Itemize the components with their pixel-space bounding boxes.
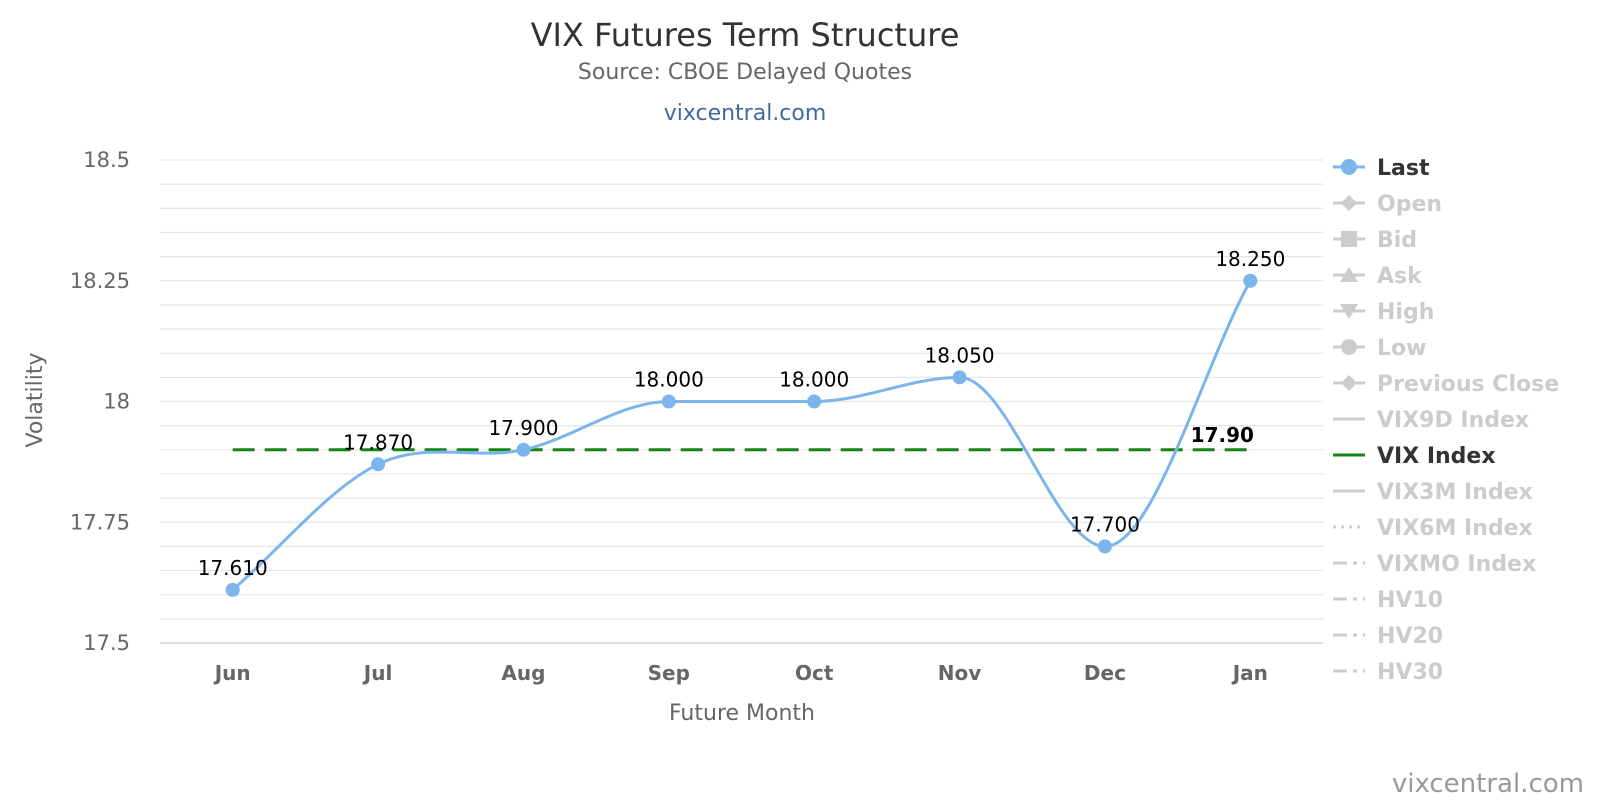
legend-label: Open bbox=[1377, 192, 1442, 217]
last-data-label: 18.250 bbox=[1215, 247, 1285, 271]
y-axis-ticks: 17.5 17.75 18 18.25 18.5 bbox=[70, 148, 130, 655]
legend-diamond-marker bbox=[1341, 195, 1357, 211]
plot-series bbox=[225, 273, 1258, 597]
last-point-dec[interactable] bbox=[1097, 539, 1112, 554]
x-tick-label: Aug bbox=[501, 661, 545, 685]
last-point-oct[interactable] bbox=[807, 394, 822, 409]
legend-label: VIX3M Index bbox=[1377, 480, 1533, 505]
legend: Last Open Bid Ask High Low Previous Close VIX9D… bbox=[1333, 156, 1559, 685]
legend-label: VIXMO Index bbox=[1377, 552, 1536, 577]
legend-label: HV30 bbox=[1377, 660, 1443, 685]
legend-label: HV10 bbox=[1377, 588, 1443, 613]
x-tick-label: Oct bbox=[795, 661, 834, 685]
vix-data-label: 17.90 bbox=[1191, 423, 1254, 447]
x-tick-label: Dec bbox=[1084, 661, 1126, 685]
x-axis: Jun Jul Aug Sep Oct Nov Dec Jan bbox=[160, 642, 1323, 685]
chart-credit[interactable]: vixcentral.com bbox=[1392, 769, 1584, 799]
legend-item-last[interactable]: Last bbox=[1333, 156, 1430, 181]
last-point-nov[interactable] bbox=[952, 370, 967, 385]
legend-item-hv10[interactable]: HV10 bbox=[1333, 588, 1443, 613]
x-tick-label: Nov bbox=[938, 661, 982, 685]
legend-square-marker bbox=[1341, 231, 1357, 247]
last-point-jul[interactable] bbox=[371, 457, 386, 472]
legend-item-vix6m-index[interactable]: VIX6M Index bbox=[1333, 516, 1533, 541]
site-link[interactable]: vixcentral.com bbox=[664, 101, 827, 126]
last-point-aug[interactable] bbox=[516, 442, 531, 457]
legend-item-bid[interactable]: Bid bbox=[1333, 228, 1417, 253]
legend-circle-marker bbox=[1341, 339, 1357, 355]
last-data-label: 17.900 bbox=[488, 416, 558, 440]
legend-label: HV20 bbox=[1377, 624, 1443, 649]
y-tick-label: 17.75 bbox=[70, 510, 130, 534]
y-axis-title: Volatility bbox=[23, 352, 48, 447]
legend-item-vix3m-index[interactable]: VIX3M Index bbox=[1333, 480, 1533, 505]
y-tick-label: 18.25 bbox=[70, 269, 130, 293]
x-tick-label: Sep bbox=[648, 661, 690, 685]
legend-label: VIX6M Index bbox=[1377, 516, 1533, 541]
last-point-jan[interactable] bbox=[1243, 273, 1258, 288]
legend-label: Last bbox=[1377, 156, 1430, 181]
chart-title: VIX Futures Term Structure bbox=[531, 16, 960, 54]
y-tick-label: 18 bbox=[103, 390, 130, 414]
legend-label: Low bbox=[1377, 336, 1426, 361]
legend-item-vix-index[interactable]: VIX Index bbox=[1333, 444, 1496, 469]
data-labels: 17.610 17.870 17.900 18.000 18.000 18.050 17.7… bbox=[198, 247, 1286, 580]
legend-item-high[interactable]: High bbox=[1333, 300, 1434, 325]
legend-item-vix9d-index[interactable]: VIX9D Index bbox=[1333, 408, 1529, 433]
chart-subtitle: Source: CBOE Delayed Quotes bbox=[578, 60, 912, 85]
legend-circle-marker bbox=[1341, 159, 1357, 175]
legend-item-open[interactable]: Open bbox=[1333, 192, 1442, 217]
x-tick-label: Jan bbox=[1231, 661, 1268, 685]
legend-item-hv20[interactable]: HV20 bbox=[1333, 624, 1443, 649]
legend-triangle-down-marker bbox=[1340, 304, 1358, 319]
legend-item-vixmo-index[interactable]: VIXMO Index bbox=[1333, 552, 1536, 577]
legend-triangle-marker bbox=[1340, 267, 1358, 282]
last-data-label: 18.050 bbox=[925, 343, 995, 367]
legend-item-ask[interactable]: Ask bbox=[1333, 264, 1423, 289]
y-tick-label: 17.5 bbox=[83, 631, 130, 655]
y-tick-label: 18.5 bbox=[83, 148, 130, 172]
legend-item-hv30[interactable]: HV30 bbox=[1333, 660, 1443, 685]
x-tick-label: Jun bbox=[213, 661, 251, 685]
last-data-label: 18.000 bbox=[634, 368, 704, 392]
legend-item-previous-close[interactable]: Previous Close bbox=[1333, 372, 1559, 397]
last-data-label: 18.000 bbox=[779, 368, 849, 392]
legend-label: VIX Index bbox=[1377, 444, 1496, 469]
legend-diamond-marker bbox=[1341, 375, 1357, 391]
last-data-label: 17.610 bbox=[198, 556, 268, 580]
legend-item-low[interactable]: Low bbox=[1333, 336, 1426, 361]
legend-label: Bid bbox=[1377, 228, 1417, 253]
legend-label: Previous Close bbox=[1377, 372, 1559, 397]
legend-label: High bbox=[1377, 300, 1434, 325]
gridlines bbox=[160, 159, 1323, 644]
legend-label: VIX9D Index bbox=[1377, 408, 1529, 433]
x-axis-title: Future Month bbox=[669, 701, 815, 726]
last-point-sep[interactable] bbox=[661, 394, 676, 409]
last-point-jun[interactable] bbox=[225, 582, 240, 597]
last-data-label: 17.700 bbox=[1070, 512, 1140, 536]
last-data-label: 17.870 bbox=[343, 430, 413, 454]
legend-label: Ask bbox=[1377, 264, 1423, 289]
x-tick-label: Jul bbox=[362, 661, 393, 685]
